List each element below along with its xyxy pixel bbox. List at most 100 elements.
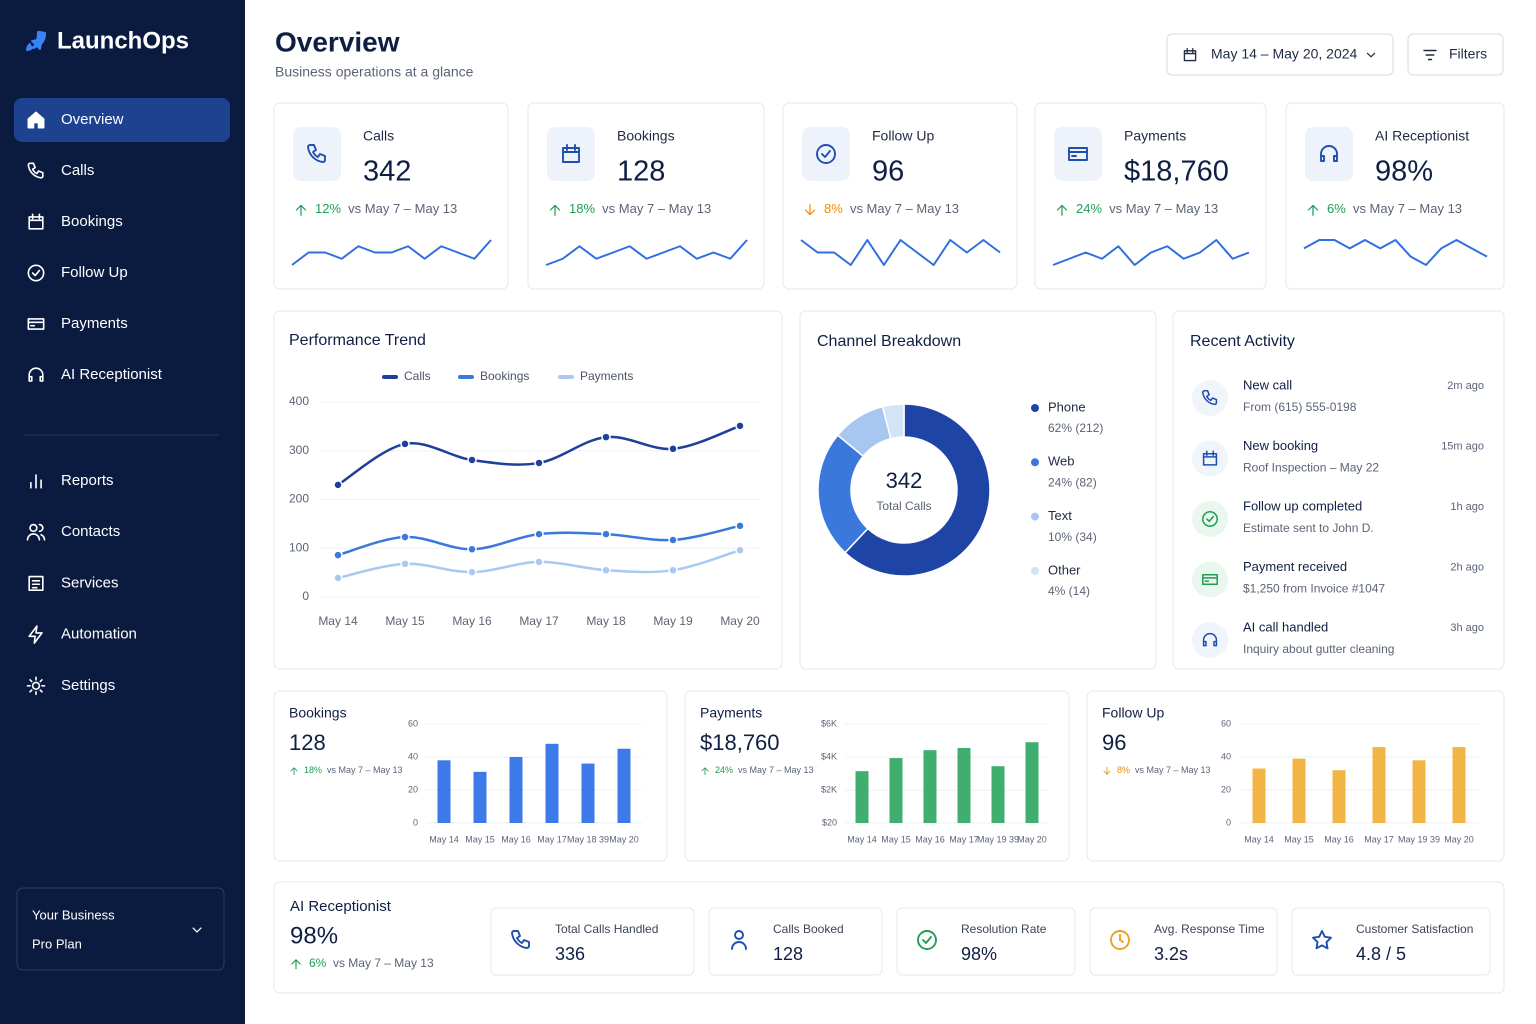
activity-title: New booking [1243,438,1318,453]
stat-value: 98% [961,944,997,964]
x-tick-label: May 17 [519,614,559,628]
icon[interactable] [26,523,46,541]
legend-label: Bookings [480,369,529,383]
nav-item[interactable]: Payments [61,315,128,332]
change-percent: 8% [1117,765,1130,775]
activity-icon-bg [1192,380,1228,416]
nav-item[interactable]: Contacts [61,523,120,540]
nav-item[interactable]: Overview [61,111,124,128]
activity-time: 2m ago [1447,380,1484,392]
nav-item[interactable]: Calls [61,162,94,179]
line-point [601,565,611,575]
sparkline [800,239,1001,266]
kpi-label: AI Receptionist [1375,128,1469,144]
change-percent: 24% [715,765,733,775]
nav-item[interactable]: Automation [61,626,137,643]
x-tick-label: May 14 [318,614,358,628]
activity-title: Payment received [1243,559,1347,574]
change-compare: vs May 7 – May 13 [327,765,403,775]
line-point [400,439,410,449]
line-point [735,421,745,431]
x-tick-label: May 20 [1444,834,1474,844]
icon[interactable] [192,927,202,933]
icon[interactable] [27,318,45,330]
icon[interactable] [27,111,45,129]
x-tick-label: May 15 [1284,834,1314,844]
icon-box [1054,127,1102,181]
nav-active-bg[interactable] [14,98,230,142]
stat-box [490,907,695,976]
icon [1307,204,1319,216]
change: 18% vs May 7 – May 13 [304,765,402,775]
activity-detail: From (615) 555-0198 [1243,400,1357,414]
change-compare: vs May 7 – May 13 [333,956,434,970]
y-tick-label: 20 [408,784,418,794]
legend-label: Payments [580,369,633,383]
x-tick-label: May 16 [915,834,945,844]
x-tick-label: May 20 [720,614,760,628]
change: 8% vs May 7 – May 13 [1117,765,1210,775]
activity-detail: Inquiry about gutter cleaning [1243,642,1394,656]
nav-item[interactable]: Follow Up [61,264,128,281]
y-tick-label: 40 [408,751,418,761]
icon[interactable] [1183,48,1197,62]
nav-item[interactable]: Bookings [61,213,123,230]
icon[interactable] [27,162,44,179]
x-tick-label: May 14 [847,834,877,844]
y-tick-label: 60 [408,718,418,728]
legend-swatch [558,375,574,379]
change-compare: vs May 7 – May 13 [602,201,711,216]
x-tick-label: May 16 [1324,834,1354,844]
icon [1202,573,1218,586]
activity-icon-bg [1192,622,1228,658]
icon[interactable] [28,213,44,230]
stat-box [708,907,883,976]
legend-label: Text [1048,508,1072,523]
x-tick-label: May 14 [1244,834,1274,844]
account-switcher[interactable] [16,887,225,971]
change-percent: 18% [569,201,595,216]
icon[interactable] [28,625,43,644]
card-title: Recent Activity [1190,333,1295,350]
nav-item[interactable]: AI Receptionist [61,366,163,383]
icon[interactable] [28,575,44,592]
bar [581,763,595,823]
date-range[interactable]: May 14 – May 20, 2024 [1211,46,1358,62]
icon[interactable] [1423,49,1437,61]
kpi-label: Calls [363,128,394,144]
icon [917,930,937,950]
bar [889,758,903,823]
card-title: Channel Breakdown [817,333,961,350]
icon[interactable] [30,474,42,489]
filters-button[interactable] [1407,33,1504,76]
legend-dot [1031,458,1039,467]
icon[interactable] [26,676,46,696]
line-point [534,458,544,468]
icon[interactable] [1366,52,1376,58]
change-compare: vs May 7 – May 13 [348,201,457,216]
icon[interactable] [28,367,44,382]
y-tick-label: 40 [1221,751,1231,761]
line-point [467,567,477,577]
nav-item[interactable]: Settings [61,677,115,694]
sidebar [0,0,245,1024]
icon-box [547,127,595,181]
nav-item[interactable]: Reports [61,472,114,489]
chart-card [273,310,783,670]
x-tick-label: May 14 [429,834,459,844]
bar [1412,760,1426,823]
nav-item[interactable]: Services [61,574,119,591]
icon [291,959,301,970]
bar [1025,742,1039,823]
bar [1332,770,1346,823]
y-tick-label: 300 [289,443,309,457]
x-tick-label: May 17 [949,834,979,844]
change-percent: 6% [1327,201,1346,216]
kpi-label: Payments [1124,128,1186,144]
kpi-value: $18,760 [1124,156,1229,188]
stat-label: Resolution Rate [961,922,1047,936]
icon[interactable] [27,264,45,282]
icon [290,767,298,776]
date-picker[interactable] [1166,33,1394,76]
filters-label[interactable]: Filters [1449,46,1487,62]
